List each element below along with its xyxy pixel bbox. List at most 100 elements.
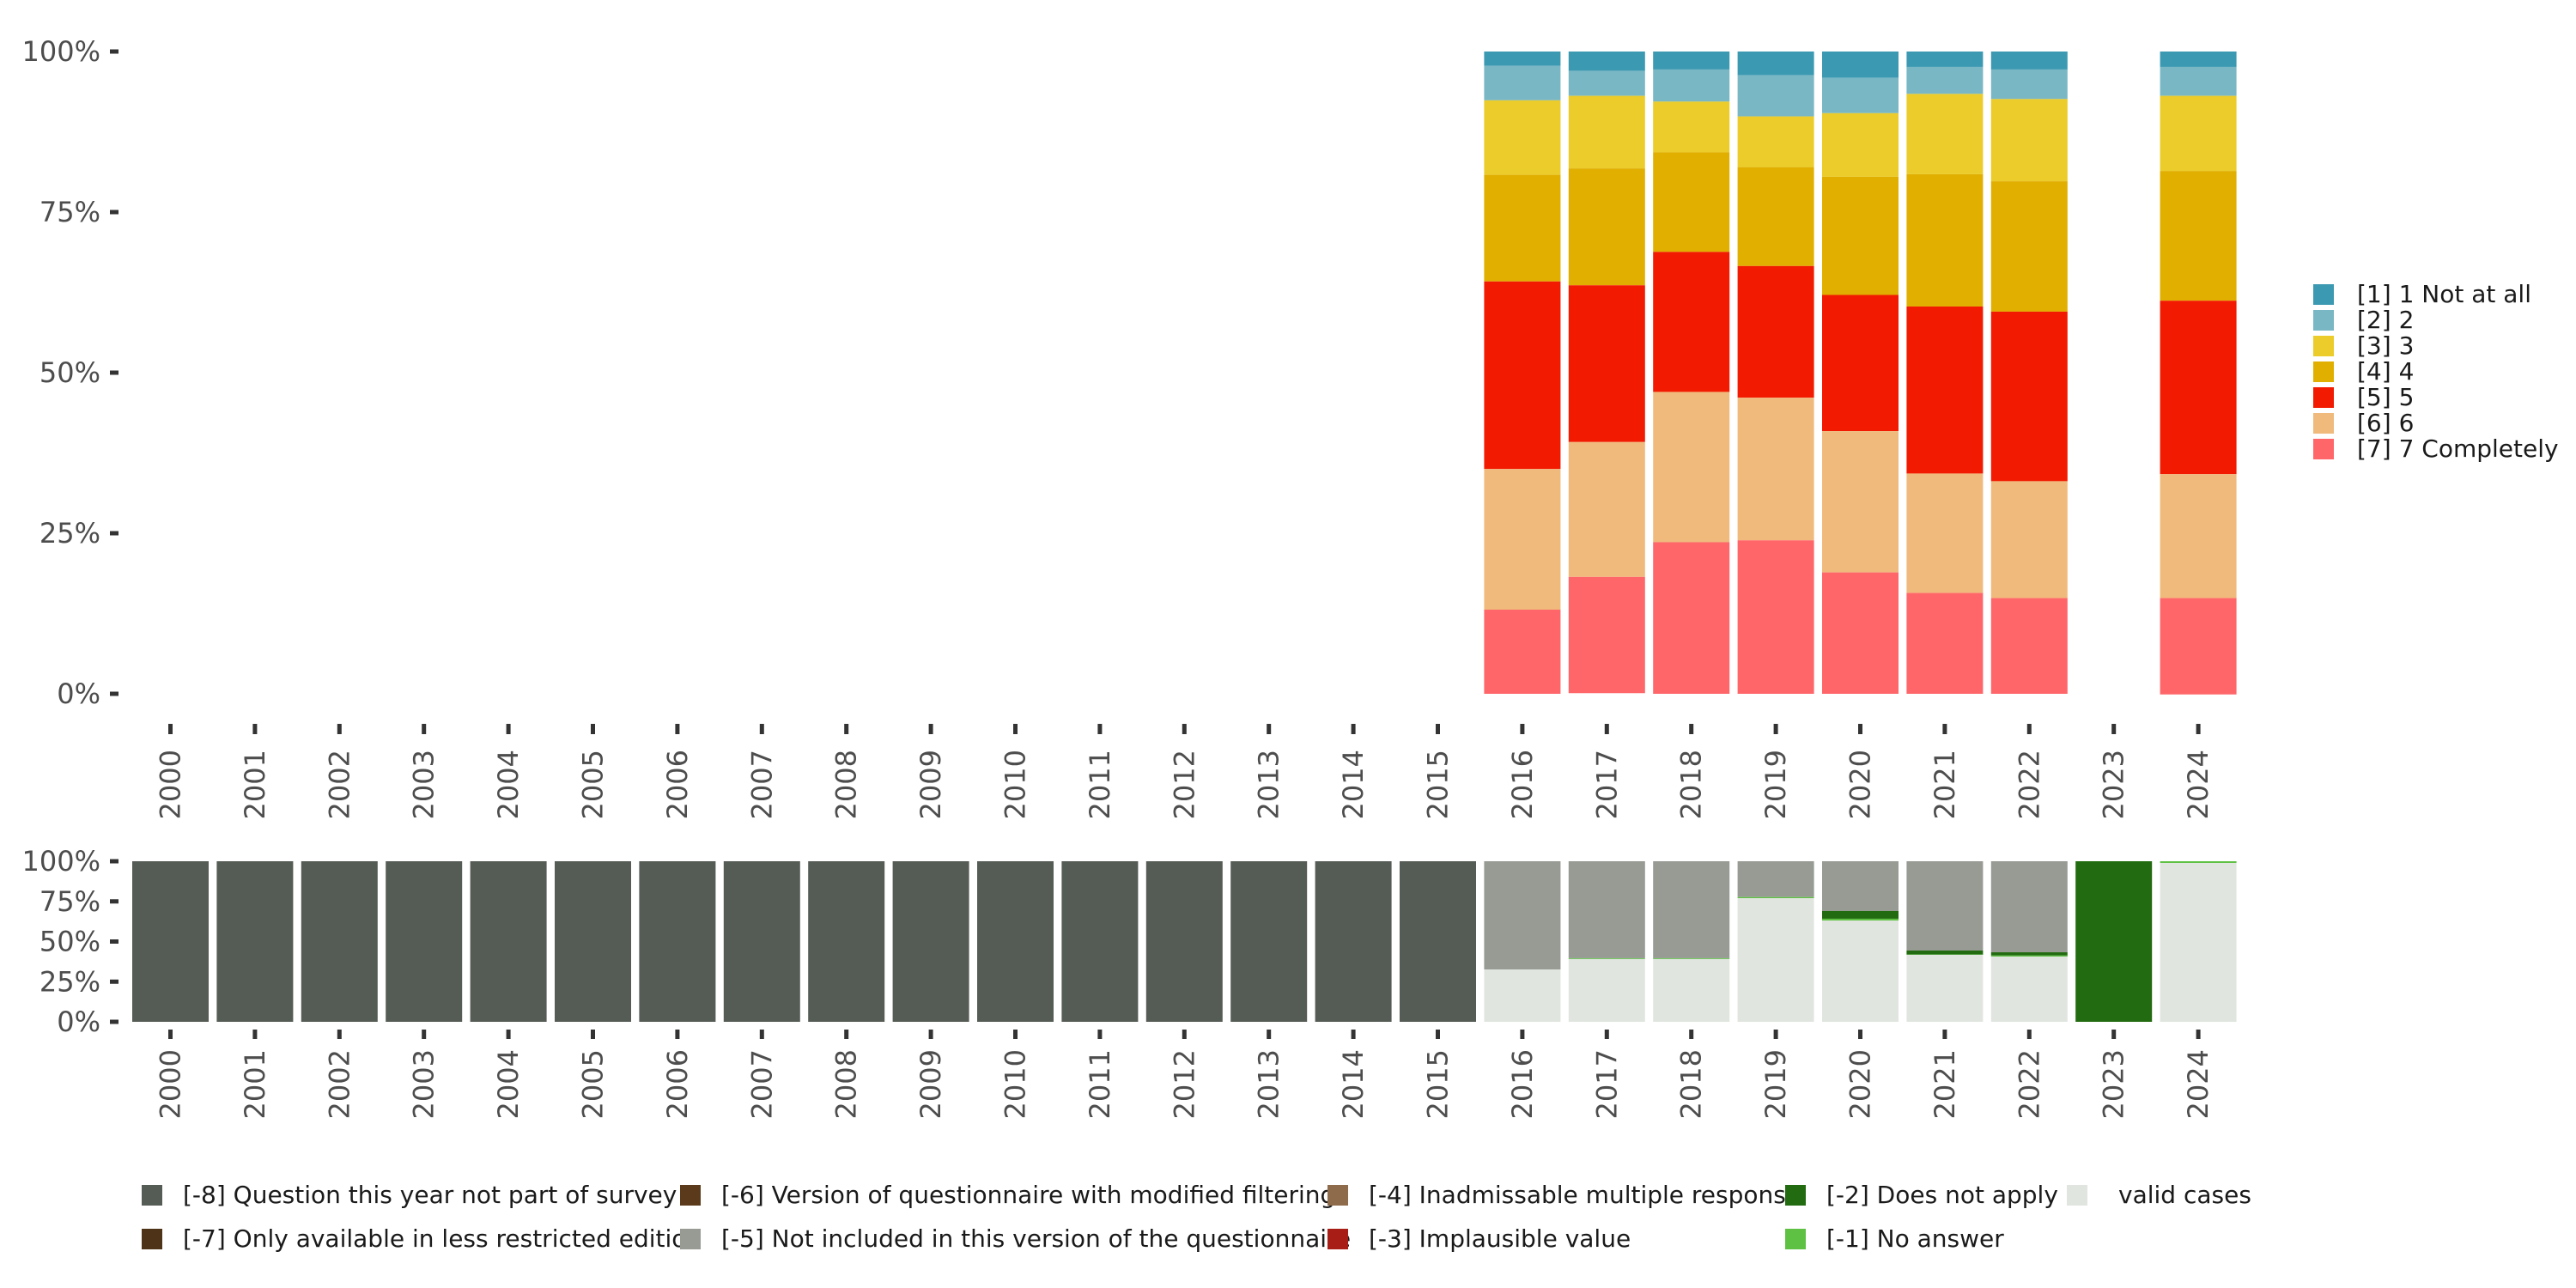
bottom-x-tick-label: 2022 <box>2013 1049 2045 1119</box>
bottom-y-tick-label: 50% <box>39 926 100 958</box>
top-x-tick-label: 2007 <box>745 750 778 819</box>
bottom-x-tick-label: 2008 <box>830 1049 863 1119</box>
top-chart-x-axis: 2000 2001 2002 2003 2004 2005 2006 2007 2008 2009… <box>155 724 2215 819</box>
top-x-tick-label: 2009 <box>914 750 947 819</box>
bottom-bar-2003-8-question-this-year-not-part-of-survey <box>386 861 463 1022</box>
top-bar-2016-7-7-completely <box>1484 610 1561 694</box>
top-bar-2017-2-2 <box>1568 70 1645 96</box>
bottom-bar-2019-1-no-answer <box>1737 896 1814 899</box>
top-x-tick-label: 2012 <box>1168 750 1200 819</box>
top-bar-2019-4-4 <box>1737 167 1814 266</box>
top-x-tick-label: 2001 <box>239 750 271 819</box>
top-bar-2017-3-3 <box>1568 95 1645 169</box>
top-x-tick-label: 2022 <box>2013 750 2045 819</box>
bottom-x-tick-label: 2015 <box>1422 1049 1455 1119</box>
top-chart-y-axis: 0% 25% 50% 75% 100% <box>22 35 118 710</box>
legend-key-4-inadmissable-multiple-response <box>1327 1185 1348 1206</box>
bottom-bar-2024-1-no-answer <box>2160 861 2237 864</box>
top-chart-responses: 0% 25% 50% 75% 100% 2000 2001 2002 2003 2004 2005… <box>22 35 2237 819</box>
bottom-x-tick-label: 2000 <box>155 1049 187 1119</box>
top-y-tick-label: 75% <box>39 196 100 228</box>
bottom-bar-2002-8-question-this-year-not-part-of-survey <box>301 861 378 1022</box>
top-bar-2021-7-7-completely <box>1906 592 1984 694</box>
bottom-bar-2013-8-question-this-year-not-part-of-survey <box>1230 861 1308 1022</box>
bottom-bar-2016-5-not-included-in-this-version-of-the-questionnaire <box>1484 861 1561 970</box>
top-bar-2018-7-7-completely <box>1653 542 1730 694</box>
bottom-bar-2014-8-question-this-year-not-part-of-survey <box>1315 861 1392 1022</box>
top-bar-2022-7-7-completely <box>1990 598 2068 694</box>
top-bar-2017-4-4 <box>1568 168 1645 286</box>
top-bar-2017-5-5 <box>1568 285 1645 442</box>
top-bar-2018-4-4 <box>1653 152 1730 252</box>
top-bar-2020-6-6 <box>1822 431 1899 573</box>
bottom-x-tick-label: 2003 <box>408 1049 440 1119</box>
bottom-bar-2000-8-question-this-year-not-part-of-survey <box>132 861 209 1022</box>
bottom-bar-2020-valid-cases <box>1822 920 1899 1022</box>
bottom-bar-2017-1-no-answer <box>1568 957 1645 959</box>
top-bar-2016-1-1-not-at-all <box>1484 52 1561 66</box>
top-bar-2022-4-4 <box>1990 181 2068 312</box>
top-x-tick-label: 2005 <box>577 750 610 819</box>
bottom-x-tick-label: 2011 <box>1084 1049 1116 1119</box>
bottom-x-tick-label: 2019 <box>1759 1049 1792 1119</box>
bottom-x-tick-label: 2010 <box>999 1049 1032 1119</box>
bottom-bar-2021-valid-cases <box>1906 955 1984 1022</box>
top-y-tick-label: 100% <box>22 35 100 68</box>
top-x-tick-label: 2017 <box>1590 750 1623 819</box>
top-bar-2022-5-5 <box>1990 311 2068 482</box>
legend-label-valid-cases: valid cases <box>2118 1181 2251 1209</box>
legend-key-2-does-not-apply <box>1785 1185 1806 1206</box>
bottom-x-tick-label: 2023 <box>2098 1049 2130 1119</box>
bottom-bar-2017-5-not-included-in-this-version-of-the-questionnaire <box>1568 861 1645 958</box>
bottom-chart-legend: [-8] Question this year not part of surv… <box>142 1181 2251 1253</box>
top-bar-2020-2-2 <box>1822 77 1899 113</box>
top-bar-2022-1-1-not-at-all <box>1990 52 2068 70</box>
bottom-bar-2018-valid-cases <box>1653 958 1730 1022</box>
bottom-bar-2015-8-question-this-year-not-part-of-survey <box>1400 861 1476 1022</box>
top-bar-2018-1-1-not-at-all <box>1653 52 1730 70</box>
top-bar-2022-2-2 <box>1990 69 2068 100</box>
top-bar-2017-7-7-completely <box>1568 576 1645 694</box>
top-bar-2016-5-5 <box>1484 281 1561 470</box>
top-bar-2021-3-3 <box>1906 94 1984 174</box>
bottom-bar-2020-5-not-included-in-this-version-of-the-questionnaire <box>1822 861 1899 911</box>
top-bar-2016-3-3 <box>1484 100 1561 175</box>
bottom-bar-2017-valid-cases <box>1568 958 1645 1022</box>
legend-key-valid-cases <box>2067 1185 2087 1206</box>
bottom-x-tick-label: 2014 <box>1337 1049 1370 1119</box>
bottom-bar-2022-valid-cases <box>1990 957 2068 1022</box>
bottom-x-tick-label: 2005 <box>577 1049 610 1119</box>
top-bar-2019-3-3 <box>1737 116 1814 167</box>
top-x-tick-label: 2010 <box>999 750 1032 819</box>
bottom-bar-2018-5-not-included-in-this-version-of-the-questionnaire <box>1653 861 1730 958</box>
top-x-tick-label: 2016 <box>1506 750 1539 819</box>
bottom-y-tick-label: 0% <box>57 1005 100 1038</box>
bottom-bar-2001-8-question-this-year-not-part-of-survey <box>216 861 294 1022</box>
bottom-bar-2019-5-not-included-in-this-version-of-the-questionnaire <box>1737 861 1814 897</box>
top-bar-2020-1-1-not-at-all <box>1822 52 1899 78</box>
bottom-y-tick-label: 75% <box>39 885 100 918</box>
bottom-x-tick-label: 2016 <box>1506 1049 1539 1119</box>
legend-label-1-no-answer: [-1] No answer <box>1826 1224 2004 1253</box>
legend-key-6-version-of-questionnaire-with-modified-filtering <box>680 1185 701 1206</box>
legend-key-5-5 <box>2313 387 2334 408</box>
top-x-tick-label: 2018 <box>1675 750 1708 819</box>
top-bar-2024-6-6 <box>2160 474 2237 598</box>
top-bar-2017-1-1-not-at-all <box>1568 52 1645 71</box>
bottom-bar-2004-8-question-this-year-not-part-of-survey <box>470 861 547 1022</box>
top-x-tick-label: 2011 <box>1084 750 1116 819</box>
top-y-tick-label: 50% <box>39 356 100 389</box>
bottom-bar-2010-8-question-this-year-not-part-of-survey <box>977 861 1054 1022</box>
top-bar-2016-4-4 <box>1484 174 1561 282</box>
top-bar-2020-3-3 <box>1822 112 1899 177</box>
top-bar-2024-3-3 <box>2160 95 2237 172</box>
bottom-x-tick-label: 2018 <box>1675 1049 1708 1119</box>
bottom-bar-2005-8-question-this-year-not-part-of-survey <box>555 861 631 1022</box>
top-x-tick-label: 2013 <box>1253 750 1285 819</box>
top-bar-2019-2-2 <box>1737 75 1814 117</box>
bottom-x-tick-label: 2009 <box>914 1049 947 1119</box>
bottom-chart-x-axis: 2000 2001 2002 2003 2004 2005 2006 2007 2008 2009… <box>155 1030 2215 1119</box>
bottom-x-tick-label: 2017 <box>1590 1049 1623 1119</box>
top-bar-2018-6-6 <box>1653 392 1730 543</box>
